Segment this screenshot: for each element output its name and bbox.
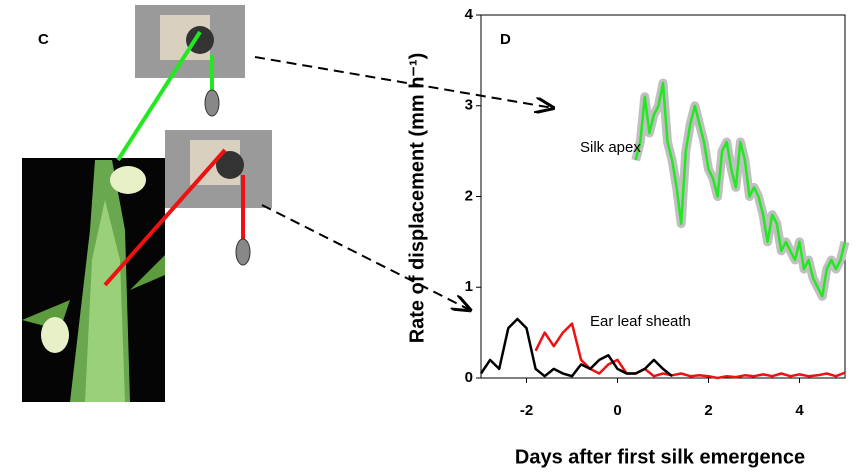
leaf: [130, 255, 165, 290]
y-tick-label: 0: [465, 369, 473, 386]
pulley: [186, 26, 214, 54]
series-line: [479, 317, 673, 378]
pulley: [216, 151, 244, 179]
x-tick-label: 4: [795, 402, 804, 419]
ear: [85, 200, 125, 402]
y-tick-label: 4: [465, 6, 474, 23]
panel-label: D: [500, 31, 511, 48]
arrow: [254, 56, 553, 108]
series-label: Ear leaf sheath: [590, 313, 691, 330]
silk: [41, 317, 69, 353]
weight: [204, 89, 220, 117]
weight: [235, 238, 251, 266]
sheath-thread: [103, 148, 227, 287]
silk: [110, 166, 146, 194]
y-tick-label: 2: [465, 187, 473, 204]
x-tick-label: -2: [520, 402, 533, 419]
diagram: C: [22, 5, 553, 402]
series-line: [534, 322, 846, 380]
x-axis-title: Days after first silk emergence: [515, 446, 805, 468]
x-tick-label: 0: [613, 402, 621, 419]
panel-label: C: [38, 31, 49, 48]
x-tick-label: 2: [704, 402, 712, 419]
series-halo: [631, 78, 850, 301]
y-tick-label: 3: [465, 97, 473, 114]
series-line: [634, 81, 847, 298]
series-label: Silk apex: [580, 139, 641, 156]
arrow: [261, 204, 470, 310]
y-tick-label: 1: [465, 278, 473, 295]
y-axis-title: Rate of displacement (mm h⁻¹): [406, 53, 428, 344]
silk-thread: [116, 30, 202, 162]
